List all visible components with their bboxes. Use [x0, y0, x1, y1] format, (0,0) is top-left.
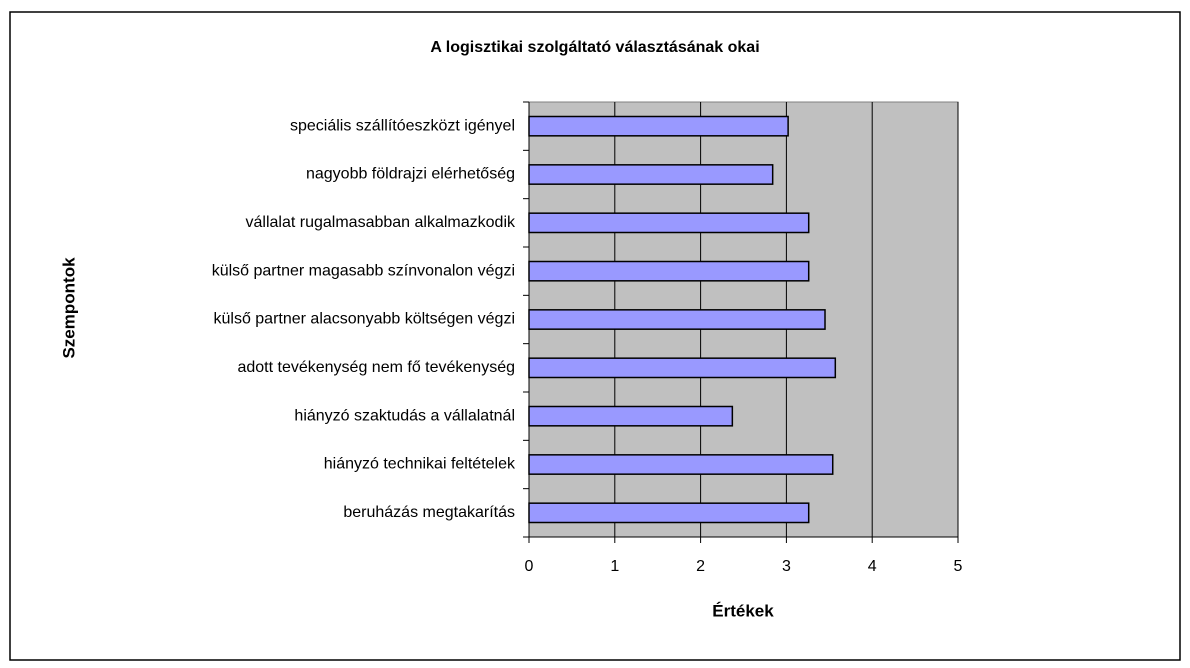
y-tick-label: speciális szállítóeszközt igényel: [290, 117, 515, 134]
bar: [528, 164, 774, 185]
y-tick-label: hiányzó technikai feltételek: [324, 456, 516, 473]
y-tick-label: nagyobb földrajzi elérhetőség: [306, 166, 515, 183]
bar: [528, 309, 826, 330]
y-tick-label: hiányzó szaktudás a vállalatnál: [294, 407, 515, 424]
bar: [528, 405, 734, 427]
bar: [528, 454, 834, 475]
y-tick-label: vállalat rugalmasabban alkalmazkodik: [246, 214, 516, 231]
bar: [528, 212, 810, 234]
x-tick-label: 5: [954, 558, 963, 575]
x-tick-label: 0: [525, 558, 534, 575]
y-axis-title: Szempontok: [59, 257, 78, 359]
bar: [528, 115, 789, 137]
y-tick-label: külső partner magasabb színvonalon végzi: [212, 262, 515, 279]
bar: [528, 357, 837, 379]
bar: [528, 502, 810, 524]
x-tick-label: 1: [610, 558, 619, 575]
chart-title: A logisztikai szolgáltató választásának …: [430, 39, 759, 56]
x-axis-title: Értékek: [712, 601, 774, 620]
y-tick-label: adott tevékenység nem fő tevékenység: [237, 359, 515, 376]
y-tick-label: beruházás megtakarítás: [343, 504, 515, 521]
x-tick-label: 4: [868, 558, 877, 575]
x-tick-label: 3: [782, 558, 791, 575]
x-tick-label: 2: [696, 558, 705, 575]
bar: [528, 260, 810, 282]
y-tick-label: külső partner alacsonyabb költségen végz…: [213, 311, 515, 328]
